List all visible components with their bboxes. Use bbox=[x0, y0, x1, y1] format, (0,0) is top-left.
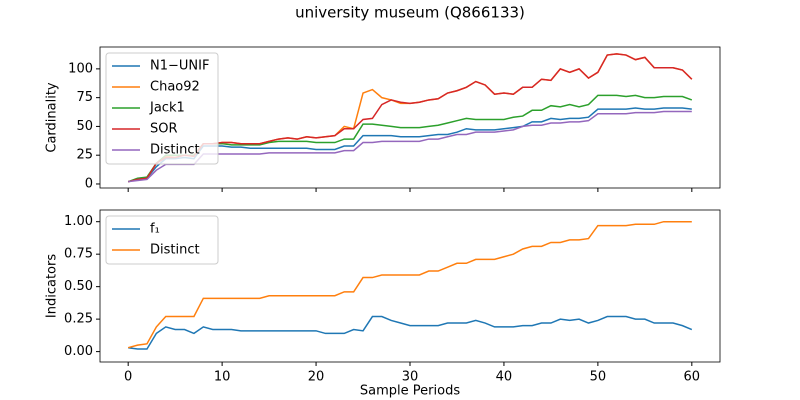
series-line bbox=[128, 110, 692, 183]
chart-title: university museum (Q866133) bbox=[295, 4, 525, 22]
y-tick-label: 0.75 bbox=[64, 247, 93, 262]
legend-label: f₁ bbox=[150, 222, 160, 237]
y-axis-label: Cardinality bbox=[45, 82, 60, 153]
x-axis-label: Sample Periods bbox=[360, 384, 460, 399]
legend-label: Distinct bbox=[150, 143, 200, 158]
legend-label: SOR bbox=[150, 122, 178, 137]
x-tick-label: 40 bbox=[496, 370, 513, 385]
x-tick-label: 50 bbox=[590, 370, 607, 385]
legend-label: N1−UNIF bbox=[150, 59, 209, 74]
y-axis-label: Indicators bbox=[45, 254, 60, 318]
y-tick-label: 100 bbox=[68, 61, 93, 76]
x-tick-label: 10 bbox=[214, 370, 231, 385]
y-tick-label: 0.00 bbox=[64, 344, 93, 359]
series-line bbox=[127, 220, 692, 349]
series-line bbox=[128, 53, 693, 183]
y-tick-label: 50 bbox=[76, 119, 93, 134]
series-line bbox=[128, 107, 692, 183]
legend-label: Chao92 bbox=[150, 80, 200, 95]
legend-label: Distinct bbox=[150, 243, 200, 258]
legend-label: Jack1 bbox=[149, 101, 185, 116]
plot-frame bbox=[99, 46, 721, 189]
series-line bbox=[127, 94, 693, 183]
y-tick-label: 1.00 bbox=[64, 214, 93, 229]
x-tick-label: 0 bbox=[124, 370, 132, 385]
plot-frame bbox=[99, 209, 721, 363]
x-tick-label: 30 bbox=[402, 370, 419, 385]
y-tick-label: 0.25 bbox=[64, 312, 93, 327]
series-line bbox=[128, 315, 693, 350]
y-tick-label: 75 bbox=[76, 90, 93, 105]
legend-box bbox=[105, 215, 219, 265]
x-tick-label: 20 bbox=[308, 370, 325, 385]
y-tick-label: 25 bbox=[76, 148, 93, 163]
y-tick-label: 0 bbox=[85, 176, 93, 191]
legend-box bbox=[105, 52, 219, 165]
y-tick-label: 0.50 bbox=[64, 279, 93, 294]
x-tick-label: 60 bbox=[684, 370, 701, 385]
